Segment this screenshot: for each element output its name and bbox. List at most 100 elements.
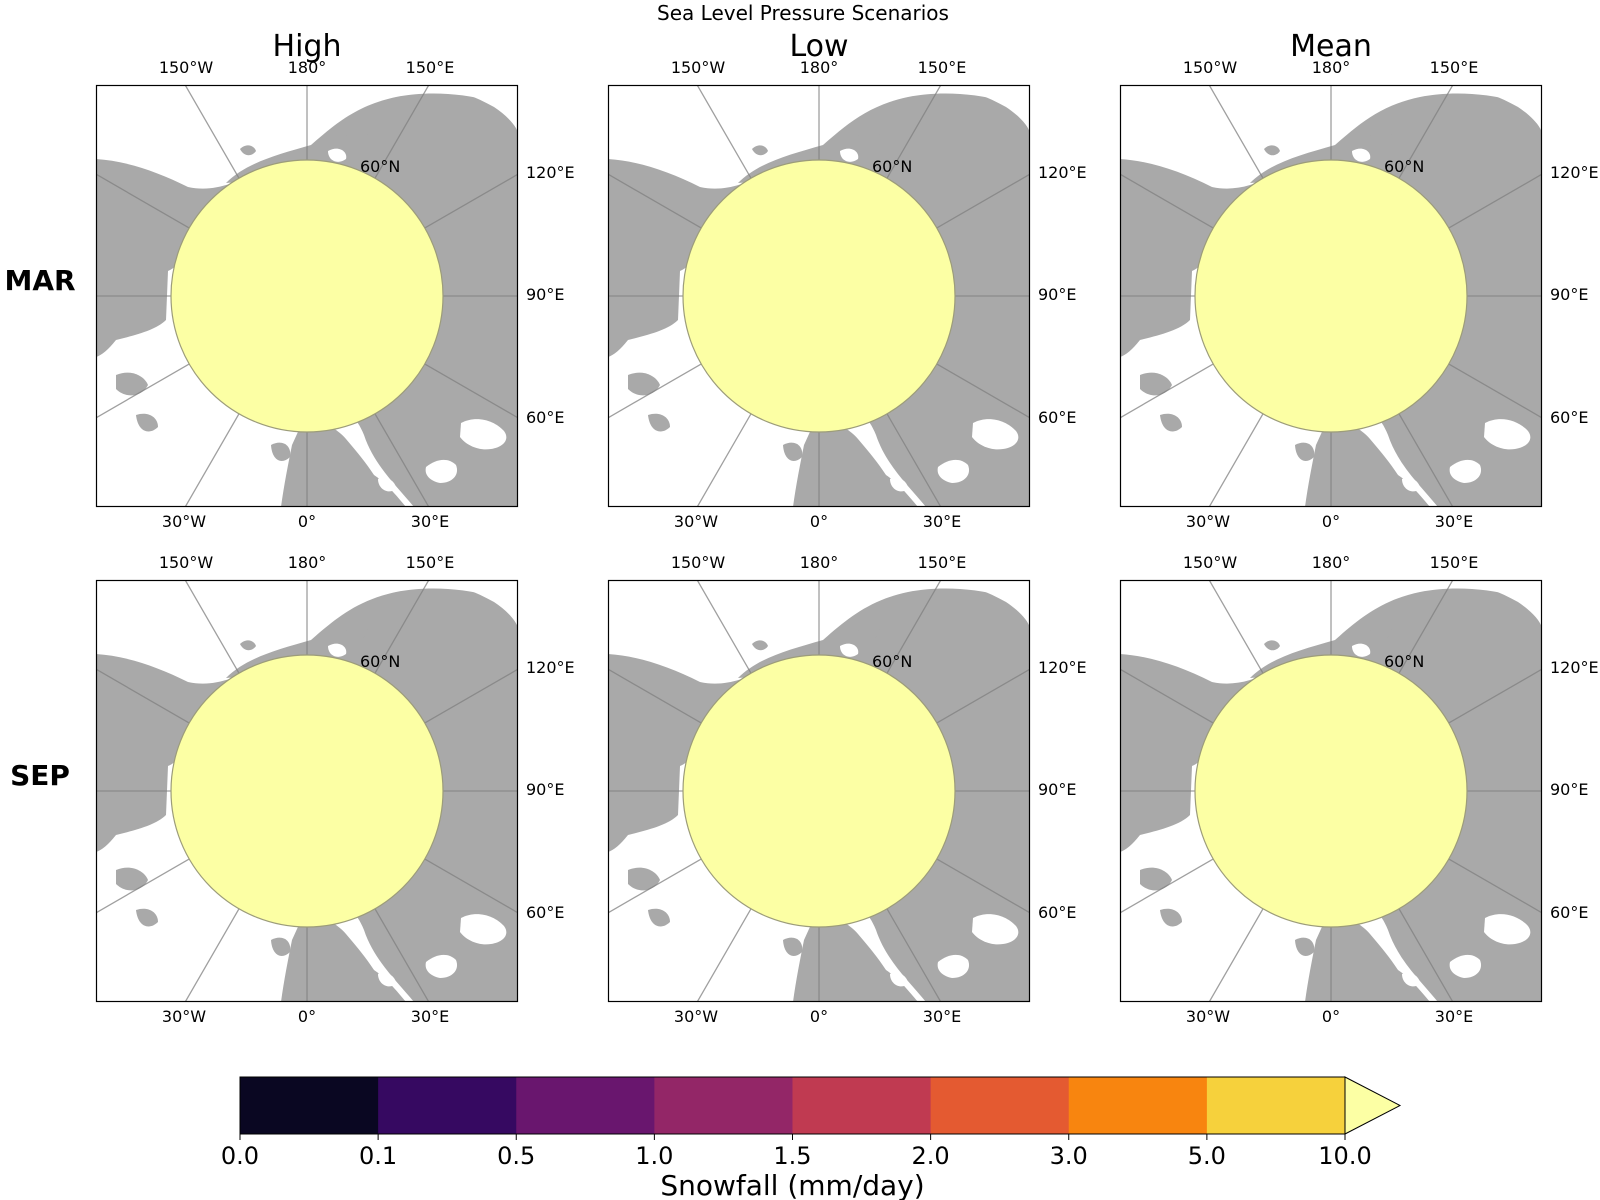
latitude-label: 60°N	[1384, 157, 1424, 176]
panel-frame	[607, 579, 1031, 1003]
colorbar-segment	[654, 1077, 793, 1134]
longitude-label-bottom: 30°E	[411, 512, 449, 531]
colorbar-tick-label: 0.5	[497, 1142, 535, 1170]
longitude-label-right: 60°E	[1550, 408, 1588, 427]
snowfall-field	[170, 159, 444, 433]
panel-frame	[95, 84, 519, 508]
longitude-label-right: 60°E	[1038, 903, 1076, 922]
map-panel: 60°N 150°W 180° 150°E 30°W 0° 30°E 120°E 90°E 60°…	[1119, 58, 1599, 531]
colorbar-segment	[1068, 1077, 1208, 1134]
column-header: Low	[789, 29, 848, 64]
latitude-label: 60°N	[1384, 652, 1424, 671]
longitude-label-bottom: 30°W	[1186, 1007, 1230, 1026]
longitude-label-bottom: 30°W	[162, 1007, 206, 1026]
longitude-label-top: 150°E	[918, 553, 967, 572]
longitude-label-top: 150°W	[671, 58, 726, 77]
longitude-label-bottom: 30°W	[674, 512, 718, 531]
longitude-label-right: 120°E	[1550, 658, 1599, 677]
longitude-label-top: 150°W	[159, 553, 214, 572]
longitude-label-right: 90°E	[1550, 285, 1588, 304]
longitude-label-bottom: 30°W	[162, 512, 206, 531]
row-labels-layer: MAR SEP	[4, 264, 75, 792]
longitude-label-top: 150°W	[159, 58, 214, 77]
row-label: MAR	[4, 264, 75, 297]
longitude-label-right: 60°E	[526, 903, 564, 922]
longitude-label-right: 90°E	[526, 285, 564, 304]
colorbar-segment	[516, 1077, 655, 1134]
longitude-label-right: 60°E	[1038, 408, 1076, 427]
longitude-label-right: 60°E	[526, 408, 564, 427]
longitude-label-top: 150°E	[406, 553, 455, 572]
row-label: SEP	[10, 759, 70, 792]
panel-frame	[1119, 579, 1543, 1003]
latitude-label: 60°N	[360, 157, 400, 176]
colorbar-tick-label: 10.0	[1318, 1142, 1371, 1170]
longitude-label-top: 150°W	[671, 553, 726, 572]
longitude-label-top: 150°W	[1183, 58, 1238, 77]
colorbar-segment	[930, 1077, 1070, 1134]
longitude-label-right: 120°E	[1550, 163, 1599, 182]
map-panel: 60°N 150°W 180° 150°E 30°W 0° 30°E 120°E 90°E 60°…	[607, 58, 1087, 531]
longitude-label-bottom: 0°	[1322, 512, 1340, 531]
figure-title: Sea Level Pressure Scenarios	[657, 1, 949, 25]
longitude-label-bottom: 30°W	[1186, 512, 1230, 531]
longitude-label-bottom: 30°E	[1435, 1007, 1473, 1026]
colorbar: 0.0 0.1 0.5 1.0 1.5 2.0 3.0 5.0 10.0 Snowfall (mm…	[221, 1076, 1402, 1200]
longitude-label-right: 120°E	[1038, 163, 1087, 182]
colorbar-segment	[792, 1077, 932, 1134]
snowfall-field	[682, 159, 956, 433]
colorbar-segment	[1206, 1077, 1346, 1134]
longitude-label-bottom: 0°	[1322, 1007, 1340, 1026]
longitude-label-right: 90°E	[1038, 285, 1076, 304]
longitude-label-right: 90°E	[526, 780, 564, 799]
colorbar-label: Snowfall (mm/day)	[660, 1169, 924, 1200]
map-panel: 60°N 150°W 180° 150°E 30°W 0° 30°E 120°E 90°E 60°…	[95, 58, 575, 531]
latitude-label: 60°N	[872, 157, 912, 176]
longitude-label-right: 120°E	[526, 163, 575, 182]
colorbar-tick-label: 2.0	[912, 1142, 950, 1170]
longitude-label-top: 180°	[1312, 58, 1351, 77]
colorbar-tick-label: 3.0	[1050, 1142, 1088, 1170]
longitude-label-top: 150°E	[406, 58, 455, 77]
longitude-label-bottom: 30°E	[411, 1007, 449, 1026]
longitude-label-right: 60°E	[1550, 903, 1588, 922]
longitude-label-top: 180°	[1312, 553, 1351, 572]
snowfall-field	[1194, 654, 1468, 928]
longitude-label-right: 120°E	[1038, 658, 1087, 677]
colorbar-tick-label: 1.5	[773, 1142, 811, 1170]
longitude-label-top: 180°	[288, 58, 327, 77]
longitude-label-top: 150°E	[1430, 553, 1479, 572]
longitude-label-bottom: 0°	[298, 1007, 316, 1026]
longitude-label-right: 120°E	[526, 658, 575, 677]
panel-frame	[95, 579, 519, 1003]
longitude-label-bottom: 30°E	[1435, 512, 1473, 531]
latitude-label: 60°N	[360, 652, 400, 671]
longitude-label-right: 90°E	[1038, 780, 1076, 799]
longitude-label-bottom: 30°W	[674, 1007, 718, 1026]
longitude-label-bottom: 0°	[810, 512, 828, 531]
panel-frame	[1119, 84, 1543, 508]
longitude-label-bottom: 0°	[810, 1007, 828, 1026]
longitude-label-top: 180°	[800, 58, 839, 77]
longitude-label-top: 180°	[288, 553, 327, 572]
latitude-label: 60°N	[872, 652, 912, 671]
colorbar-tick-label: 0.1	[359, 1142, 397, 1170]
snowfall-field	[170, 654, 444, 928]
longitude-label-top: 150°W	[1183, 553, 1238, 572]
longitude-label-right: 90°E	[1550, 780, 1588, 799]
map-panel: 60°N 150°W 180° 150°E 30°W 0° 30°E 120°E 90°E 60°…	[1119, 553, 1599, 1026]
snowfall-field	[1194, 159, 1468, 433]
longitude-label-top: 150°E	[918, 58, 967, 77]
longitude-label-bottom: 30°E	[923, 512, 961, 531]
longitude-label-top: 150°E	[1430, 58, 1479, 77]
colorbar-segment	[240, 1077, 379, 1134]
colorbar-extend-arrow	[1344, 1076, 1402, 1135]
longitude-label-top: 180°	[800, 553, 839, 572]
colorbar-tick-label: 1.0	[635, 1142, 673, 1170]
column-header: Mean	[1290, 29, 1372, 64]
snowfall-field	[682, 654, 956, 928]
map-panel: 60°N 150°W 180° 150°E 30°W 0° 30°E 120°E 90°E 60°…	[95, 553, 575, 1026]
longitude-label-bottom: 0°	[298, 512, 316, 531]
